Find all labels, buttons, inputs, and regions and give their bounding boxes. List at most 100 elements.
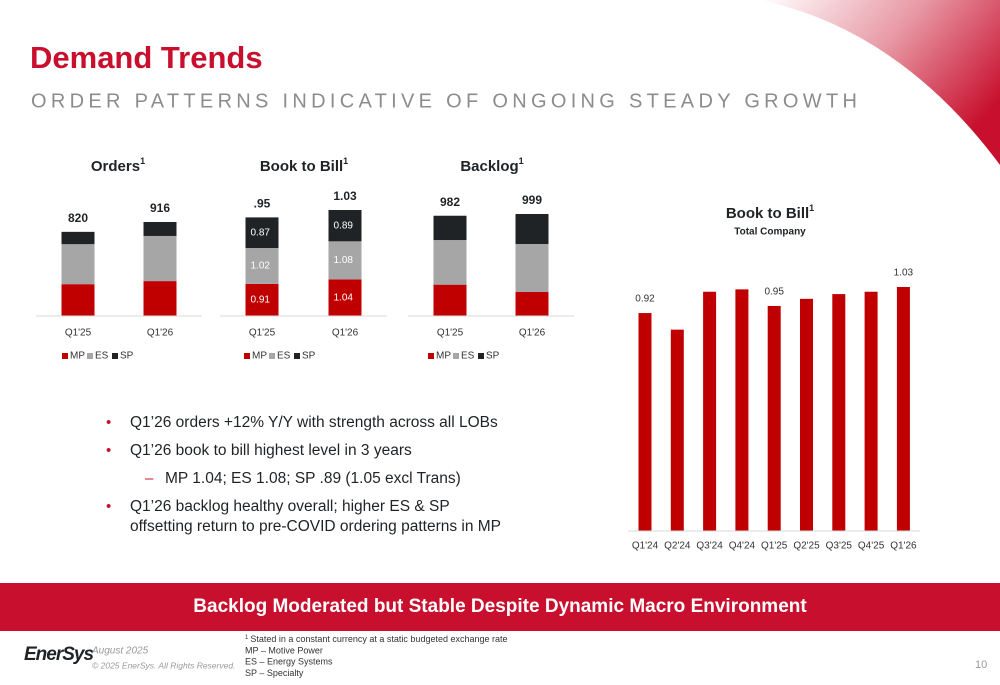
footer-date: August 2025 — [91, 646, 149, 657]
segment-label: 1.08 — [334, 255, 354, 266]
legend-label: ES — [95, 351, 109, 362]
bar-segment — [515, 244, 549, 293]
bar-segment — [328, 241, 362, 280]
bar — [767, 305, 781, 531]
chart-title-text: Backlog — [460, 158, 518, 175]
chart-title: Orders1 — [91, 156, 145, 175]
x-tick-label: Q4'25 — [858, 541, 885, 552]
total-label: 999 — [522, 193, 542, 207]
bullet-text: Q1’26 orders +12% Y/Y with strength acro… — [130, 414, 498, 431]
bar-segment — [515, 292, 549, 316]
footnote: ES – Energy Systems — [245, 657, 333, 667]
total-label: 916 — [150, 201, 170, 215]
bar-segment — [61, 244, 95, 285]
legend-label: MP — [436, 351, 451, 362]
chart-title: Book to Bill1 — [726, 203, 814, 222]
chart-title-sup: 1 — [809, 203, 814, 213]
bar-segment — [61, 284, 95, 316]
bar-segment — [245, 283, 279, 316]
bullet-text: offsetting return to pre-COVID ordering … — [130, 518, 501, 535]
chart-subtitle: Total Company — [734, 227, 806, 238]
chart-title: Book to Bill1 — [260, 156, 348, 175]
footnote: MP – Motive Power — [245, 646, 323, 656]
bullet-dot: • — [106, 414, 111, 431]
legend-label: SP — [486, 351, 500, 362]
chart-title-text: Book to Bill — [260, 158, 343, 175]
chart-title-sup: 1 — [140, 156, 145, 166]
segment-label: 1.04 — [334, 292, 354, 303]
legend-label: ES — [461, 351, 475, 362]
bar-segment — [515, 214, 549, 245]
bar-segment — [328, 210, 362, 242]
total-label: .95 — [254, 197, 271, 211]
bar-segment — [433, 240, 467, 285]
bar — [832, 294, 846, 531]
footnote-sup: 1 — [245, 635, 249, 641]
x-tick-label: Q1'26 — [519, 328, 546, 339]
bar-segment — [433, 284, 467, 316]
bullet-text: MP 1.04; ES 1.08; SP .89 (1.05 excl Tran… — [165, 470, 461, 487]
legend-label: MP — [70, 351, 85, 362]
x-tick-label: Q1'25 — [65, 328, 92, 339]
x-tick-label: Q1'26 — [147, 328, 174, 339]
bar-segment — [61, 231, 95, 245]
footnote-text: MP – Motive Power — [245, 646, 323, 656]
bar — [638, 313, 652, 531]
slide-subtitle: ORDER PATTERNS INDICATIVE OF ONGOING STE… — [31, 90, 861, 112]
bar-segment — [245, 248, 279, 284]
x-tick-label: Q1'25 — [437, 328, 464, 339]
chart-title-sup: 1 — [343, 156, 348, 166]
bullet-text: Q1’26 book to bill highest level in 3 ye… — [130, 442, 412, 459]
bar — [670, 329, 684, 531]
chart-title: Backlog1 — [460, 156, 523, 175]
value-label: 0.95 — [764, 287, 784, 298]
legend-label: ES — [277, 351, 291, 362]
x-tick-label: Q4'24 — [729, 541, 756, 552]
bar-segment — [328, 279, 362, 316]
x-tick-label: Q3'24 — [696, 541, 723, 552]
bar — [735, 289, 749, 531]
legend-label: MP — [252, 351, 267, 362]
banner-bg — [0, 583, 1000, 631]
footnote-text: ES – Energy Systems — [245, 657, 333, 667]
legend-swatch — [294, 353, 300, 359]
x-tick-label: Q2'25 — [793, 541, 820, 552]
banner: Backlog Moderated but Stable Despite Dyn… — [193, 596, 807, 617]
footnote: SP – Specialty — [245, 668, 304, 678]
bar — [864, 291, 878, 531]
bar-segment — [433, 215, 467, 241]
x-tick-label: Q1'26 — [890, 541, 917, 552]
total-label: 820 — [68, 211, 88, 225]
total-label: 1.03 — [333, 189, 357, 203]
x-tick-label: Q2'24 — [664, 541, 691, 552]
bar — [703, 291, 717, 531]
x-tick-label: Q1'24 — [632, 541, 659, 552]
legend-swatch — [112, 353, 118, 359]
legend-swatch — [428, 353, 434, 359]
legend-swatch — [244, 353, 250, 359]
x-tick-label: Q1'26 — [332, 328, 359, 339]
dash: – — [145, 470, 154, 487]
legend-swatch — [478, 353, 484, 359]
segment-label: 0.89 — [334, 220, 354, 231]
slide-title: Demand Trends — [30, 40, 263, 75]
bullet-dot: • — [106, 442, 111, 459]
legend-swatch — [453, 353, 459, 359]
segment-label: 0.87 — [251, 227, 271, 238]
value-label: 1.03 — [894, 268, 914, 279]
bar-segment — [143, 222, 177, 236]
footnote: 1 Stated in a constant currency at a stat… — [245, 634, 508, 644]
footnote-text: Stated in a constant currency at a stati… — [250, 634, 507, 644]
footer-copyright: © 2025 EnerSys. All Rights Reserved. — [92, 660, 235, 670]
bar-segment — [143, 281, 177, 316]
segment-label: 1.02 — [251, 261, 271, 272]
bullet-text: Q1’26 backlog healthy overall; higher ES… — [130, 498, 450, 515]
legend-swatch — [269, 353, 275, 359]
bar-segment — [143, 235, 177, 282]
value-label: 0.92 — [635, 294, 655, 305]
legend-swatch — [87, 353, 93, 359]
x-tick-label: Q1'25 — [761, 541, 788, 552]
decoration — [760, 0, 1000, 165]
footnote-text: SP – Specialty — [245, 668, 304, 678]
